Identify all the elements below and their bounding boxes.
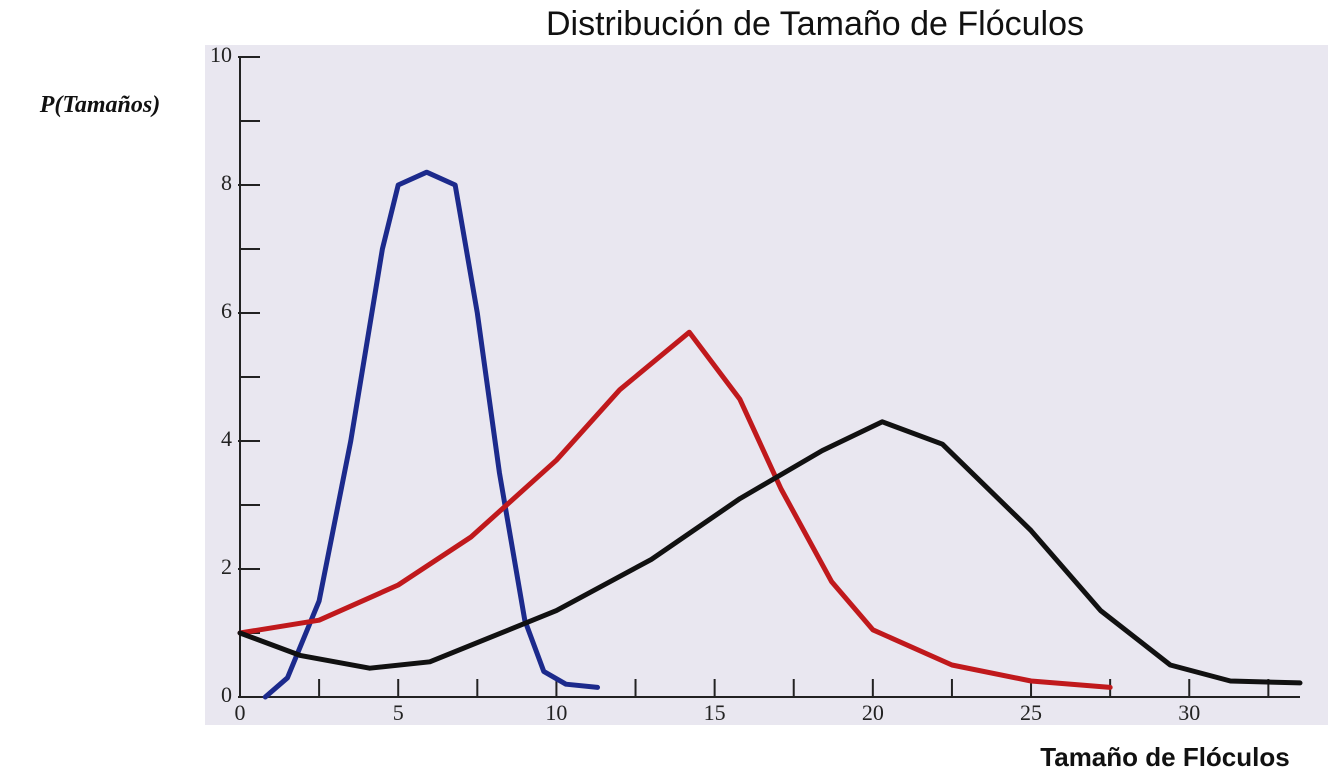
y-tick-label: 10 [210, 42, 232, 67]
y-tick-label: 8 [221, 170, 232, 195]
plot: 0 2 4 6 8 10 0 5 10 15 20 25 30 [210, 42, 1303, 725]
series-line [237, 419, 1303, 686]
series-line [262, 169, 601, 700]
y-tick-label: 4 [221, 426, 232, 451]
y-axis-label: P(Tamaños) [39, 92, 160, 118]
x-tick-label: 20 [862, 700, 884, 725]
series-line [237, 329, 1113, 690]
y-tick-label: 0 [221, 682, 232, 707]
x-tick-label: 0 [235, 700, 246, 725]
y-tick-label: 6 [221, 298, 232, 323]
x-tick-label: 25 [1020, 700, 1042, 725]
x-tick-label: 15 [704, 700, 726, 725]
x-tick-label: 10 [545, 700, 567, 725]
x-tick-label: 30 [1178, 700, 1200, 725]
plot-background [205, 45, 1328, 725]
chart-title: Distribución de Tamaño de Flóculos [546, 5, 1084, 43]
y-tick-label: 2 [221, 554, 232, 579]
x-axis-label: Tamaño de Flóculos [1040, 742, 1289, 772]
x-tick-label: 5 [393, 700, 404, 725]
